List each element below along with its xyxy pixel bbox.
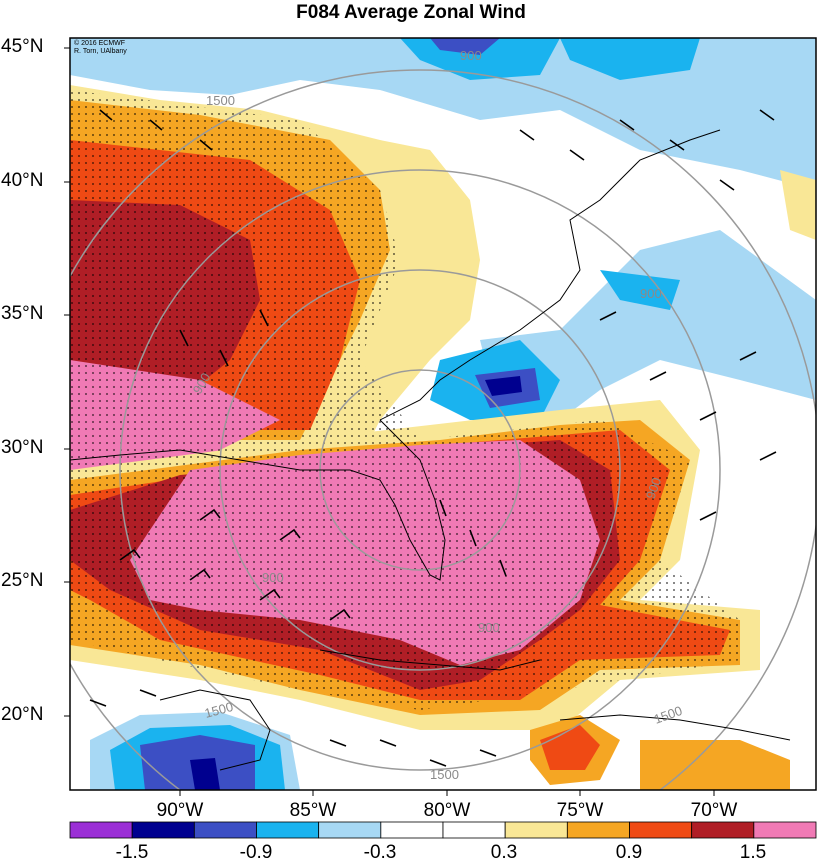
colorbar-swatch: [69, 821, 133, 839]
lat-label: 35°N: [1, 303, 44, 324]
colorbar-swatch: [256, 821, 320, 839]
colorbar-swatch: [691, 821, 755, 839]
colorbar-swatch: [318, 821, 382, 839]
contour-label: 900: [478, 620, 500, 635]
map-title: F084 Average Zonal Wind: [296, 2, 526, 23]
colorbar-label: 0.3: [490, 842, 518, 863]
lon-label: 75°W: [556, 800, 604, 821]
contour-label: 900: [460, 48, 482, 63]
map-credit: © 2016 ECMWF R. Torn, UAlbany: [74, 40, 127, 56]
contour-label: 900: [643, 476, 665, 502]
colorbar-label: -1.5: [115, 842, 149, 863]
contour-label: 900: [262, 570, 284, 585]
colorbar-swatch: [442, 821, 506, 839]
map-frame: [69, 37, 817, 791]
contour-label: 1500: [430, 767, 459, 782]
lon-label: 90°W: [156, 800, 204, 821]
colorbar-label: 1.5: [739, 842, 767, 863]
colorbar: [69, 821, 817, 839]
lon-label: 85°W: [289, 800, 337, 821]
contour-label: 1500: [203, 699, 235, 721]
contour-label: 900: [640, 286, 662, 301]
colorbar-label: -0.3: [363, 842, 397, 863]
colorbar-swatch: [753, 821, 817, 839]
colorbar-swatch: [504, 821, 568, 839]
credit-line: © 2016 ECMWF: [74, 40, 126, 47]
lon-label: 80°W: [423, 800, 471, 821]
lat-label: 30°N: [1, 437, 44, 458]
lat-label: 20°N: [1, 704, 44, 725]
credit-line: R. Torn, UAlbany: [74, 48, 127, 55]
lon-label: 70°W: [690, 800, 738, 821]
colorbar-swatch: [629, 821, 693, 839]
colorbar-swatch: [131, 821, 195, 839]
contour-label: 1500: [206, 93, 235, 108]
colorbar-label: 0.9: [615, 842, 643, 863]
colorbar-swatch: [193, 821, 257, 839]
colorbar-label: -0.9: [239, 842, 273, 863]
map-plot-area: 900 900 900 900 900 1500 1500 1500 900 1…: [70, 38, 816, 790]
colorbar-swatch: [380, 821, 444, 839]
lat-label: 45°N: [1, 36, 44, 57]
colorbar-swatch: [566, 821, 630, 839]
lat-label: 40°N: [1, 170, 44, 191]
lat-label: 25°N: [1, 570, 44, 591]
